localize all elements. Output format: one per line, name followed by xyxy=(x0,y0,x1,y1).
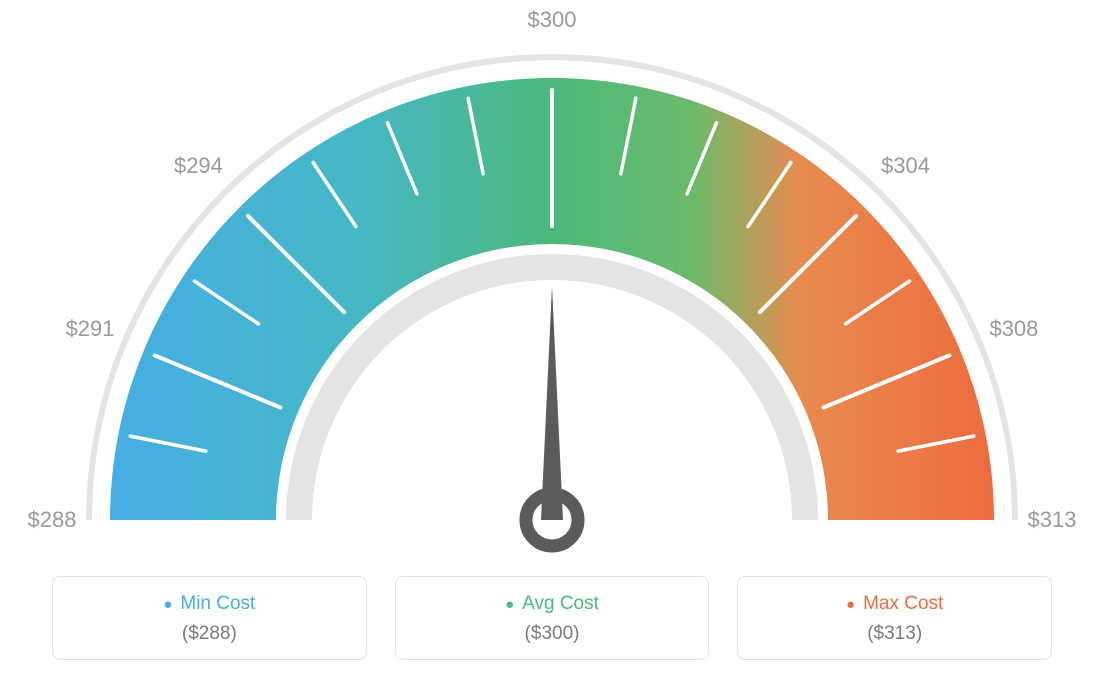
gauge-tick-label: $300 xyxy=(528,7,577,33)
legend-min-value: ($288) xyxy=(53,623,366,645)
legend-min-card: Min Cost ($288) xyxy=(52,576,367,660)
legend-avg-label: Avg Cost xyxy=(505,593,599,615)
legend-max-label: Max Cost xyxy=(846,593,943,615)
legend-avg-card: Avg Cost ($300) xyxy=(395,576,710,660)
gauge-chart: $288 $291 $294 $300 $304 $308 $313 xyxy=(0,0,1104,560)
legend-min-label: Min Cost xyxy=(163,593,255,615)
legend-avg-value: ($300) xyxy=(396,623,709,645)
gauge-tick-label: $294 xyxy=(174,153,223,179)
legend-max-value: ($313) xyxy=(738,623,1051,645)
gauge-tick-label: $313 xyxy=(1028,507,1077,533)
gauge-tick-label: $308 xyxy=(989,316,1038,342)
legend-max-card: Max Cost ($313) xyxy=(737,576,1052,660)
gauge-tick-label: $288 xyxy=(28,507,77,533)
gauge-tick-label: $304 xyxy=(881,153,930,179)
gauge-tick-label: $291 xyxy=(66,316,115,342)
legend-row: Min Cost ($288) Avg Cost ($300) Max Cost… xyxy=(52,576,1052,660)
gauge-svg xyxy=(0,0,1104,560)
